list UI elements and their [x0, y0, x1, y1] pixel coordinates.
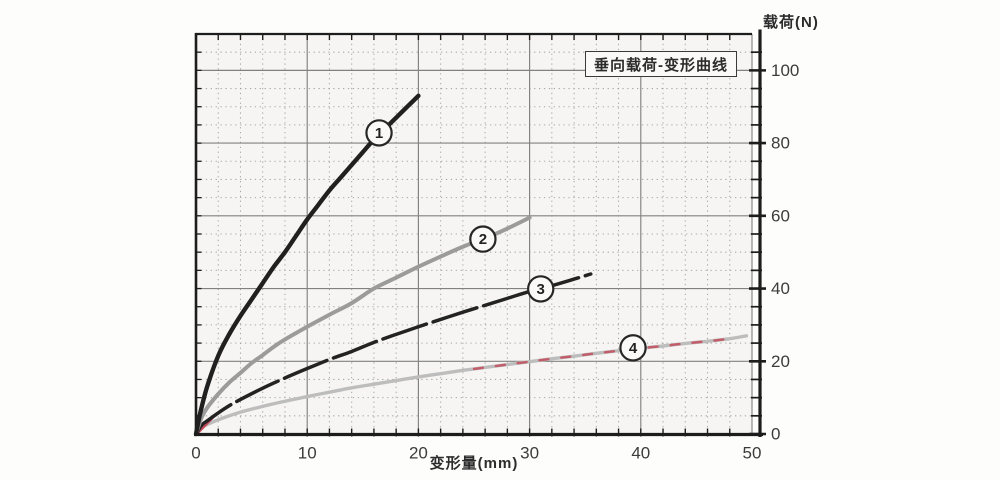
x-tick-label: 30 — [520, 444, 539, 463]
grid-major — [196, 34, 752, 434]
chart-title: 垂向载荷-变形曲线 — [594, 56, 728, 74]
y-tick-label: 20 — [771, 352, 790, 371]
x-tick-label: 20 — [409, 444, 428, 463]
y-tick-label: 100 — [771, 61, 799, 80]
x-axis-title: 变形量(mm) — [429, 455, 519, 472]
curve-markers: 1 2 3 4 — [365, 119, 647, 362]
curve-marker-3: 3 — [527, 275, 555, 303]
chart-title-box: 垂向载荷-变形曲线 — [585, 51, 737, 77]
curve-marker-2: 2 — [469, 225, 497, 253]
tick-marks — [196, 34, 731, 437]
y-tick-label: 0 — [771, 425, 780, 444]
y-tick-label: 80 — [771, 134, 790, 153]
y-axis-title: 载荷(N) — [763, 14, 819, 31]
curve-marker-1: 1 — [365, 119, 393, 147]
curve-3 — [194, 272, 593, 436]
axes — [194, 29, 766, 437]
x-tick-label: 10 — [298, 444, 317, 463]
y-tick-label: 60 — [771, 206, 790, 225]
x-tick-labels: 0 10 20 30 40 50 — [191, 444, 761, 463]
curve-number-label: 2 — [479, 231, 487, 248]
y-tick-labels: 0 20 40 60 80 100 — [771, 61, 799, 444]
curve-marker-4: 4 — [619, 334, 647, 362]
x-tick-label: 40 — [631, 444, 650, 463]
x-tick-label: 50 — [743, 444, 762, 463]
curve-2 — [194, 215, 532, 436]
y-tick-label: 40 — [771, 279, 790, 298]
curve-number-label: 4 — [629, 340, 638, 357]
curve-number-label: 3 — [537, 281, 545, 298]
curve-number-label: 1 — [375, 125, 383, 142]
x-tick-label: 0 — [191, 444, 200, 463]
